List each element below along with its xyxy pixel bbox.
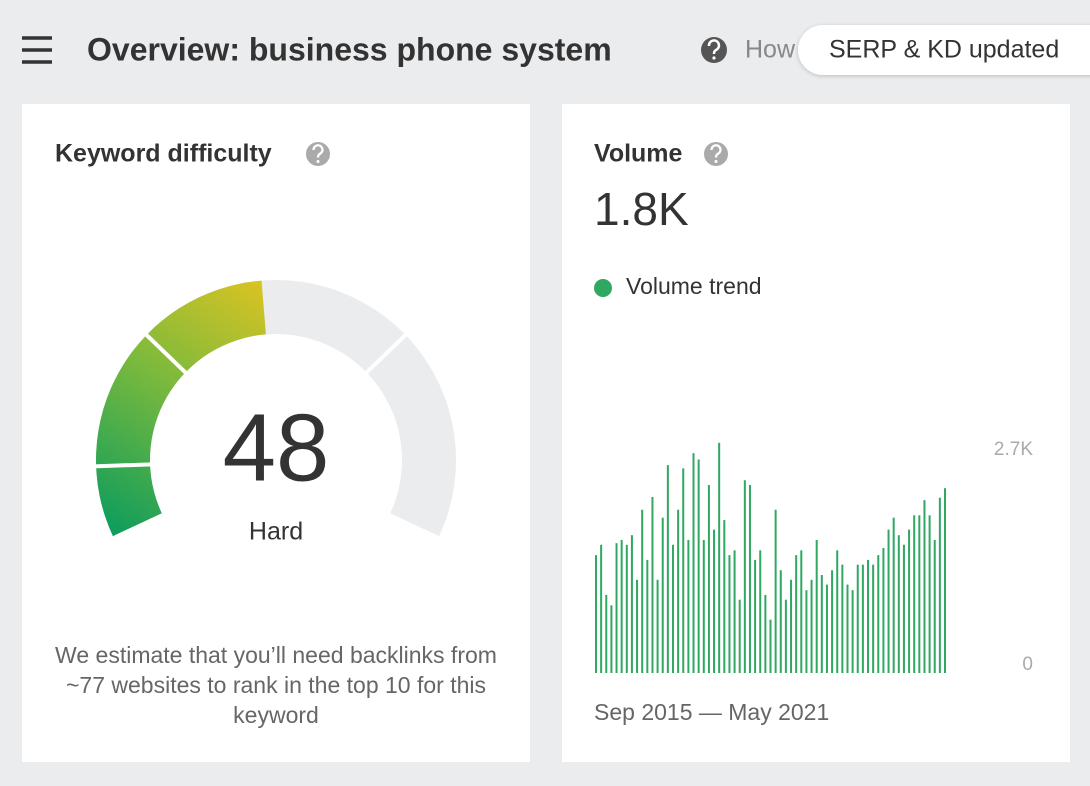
bar	[944, 488, 946, 673]
bar	[615, 543, 618, 673]
bar	[677, 509, 680, 673]
bar	[825, 584, 828, 673]
bar	[605, 594, 608, 673]
bar	[656, 579, 659, 673]
bar	[918, 515, 921, 673]
volume-value: 1.8K	[594, 183, 689, 235]
bar	[928, 515, 931, 673]
bar	[682, 468, 685, 673]
bar	[600, 544, 603, 673]
y-tick-label: 0	[1022, 654, 1033, 675]
bar	[697, 459, 700, 673]
bar	[661, 517, 664, 673]
bar	[851, 590, 854, 673]
bar	[913, 515, 916, 673]
bar	[687, 539, 690, 673]
kd-help-icon[interactable]	[306, 142, 330, 166]
volume-title: Volume	[594, 140, 683, 168]
bar	[790, 579, 793, 673]
bar	[692, 453, 695, 673]
bar	[933, 539, 936, 673]
bar	[810, 579, 813, 673]
bar	[923, 500, 926, 673]
kd-value: 48	[223, 394, 330, 501]
gauge-separator	[363, 332, 409, 376]
bar	[867, 559, 870, 673]
bar	[800, 550, 803, 673]
bar	[754, 559, 757, 673]
bar	[610, 605, 613, 673]
bar	[738, 599, 741, 673]
bar	[820, 575, 823, 673]
bar	[764, 594, 767, 673]
bar	[651, 496, 654, 673]
bar	[666, 465, 669, 673]
badge-text: SERP & KD updated	[829, 36, 1059, 64]
bar	[728, 555, 731, 673]
gauge-fill	[95, 280, 266, 537]
kd-label: Hard	[249, 518, 303, 546]
bar	[646, 559, 649, 673]
bar	[887, 529, 890, 673]
bar	[861, 564, 864, 673]
legend-marker	[594, 279, 612, 297]
bar	[718, 442, 721, 673]
bar	[841, 564, 844, 673]
menu-icon[interactable]	[22, 36, 52, 64]
bar	[892, 517, 895, 673]
kd-note: We estimate that you’ll need backlinks f…	[55, 642, 497, 728]
bar	[707, 485, 710, 673]
bar	[733, 550, 736, 673]
bar	[872, 564, 875, 673]
bar	[743, 480, 746, 673]
bar	[625, 544, 628, 673]
gauge-separator	[94, 462, 153, 469]
help-icon[interactable]	[701, 37, 727, 63]
bar	[902, 544, 905, 673]
bar	[897, 535, 900, 673]
bar	[636, 579, 639, 673]
volume-help-icon[interactable]	[704, 142, 728, 166]
bar	[671, 544, 674, 673]
page-title: Overview: business phone system	[87, 31, 612, 67]
bar	[759, 550, 762, 673]
y-tick-label: 2.7K	[994, 439, 1033, 460]
bar	[774, 509, 777, 673]
bar	[641, 509, 644, 673]
bar	[769, 619, 772, 673]
gauge	[94, 280, 457, 537]
bar	[805, 590, 808, 673]
bar	[882, 547, 885, 673]
kd-title: Keyword difficulty	[55, 140, 272, 168]
bar	[795, 555, 798, 673]
bar	[748, 485, 751, 673]
bar	[815, 539, 818, 673]
bar	[856, 564, 859, 673]
gauge-separator	[143, 332, 189, 376]
bar	[779, 570, 782, 673]
bar	[784, 599, 787, 673]
bar	[713, 529, 716, 673]
bar	[702, 539, 705, 673]
bar	[595, 555, 597, 673]
bar	[908, 529, 911, 673]
bar	[831, 570, 834, 673]
bar	[877, 555, 880, 673]
volume-period: Sep 2015 — May 2021	[594, 699, 829, 725]
badge	[798, 25, 1090, 75]
bar	[723, 520, 726, 673]
bar	[938, 497, 941, 673]
bar	[630, 535, 633, 673]
bar	[836, 550, 839, 673]
bar	[620, 539, 623, 673]
bar	[846, 584, 849, 673]
help-link[interactable]: How	[745, 36, 796, 64]
legend-label: Volume trend	[626, 273, 762, 299]
